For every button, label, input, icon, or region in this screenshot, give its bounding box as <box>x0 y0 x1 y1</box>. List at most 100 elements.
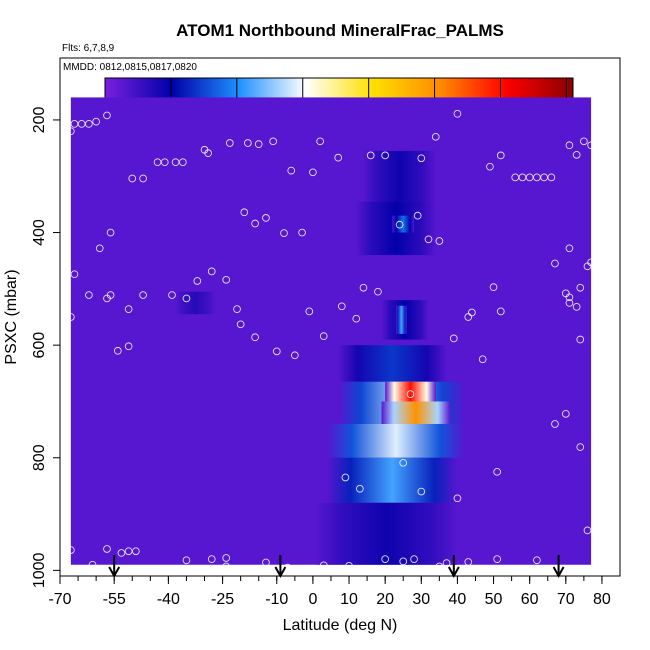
sample-point <box>280 229 288 237</box>
sample-point <box>468 308 476 317</box>
x-axis: -70 -55 -40 -25 -10 0 10 20 30 40 50 60 70 80 <box>48 576 611 608</box>
x-tick-label: 70 <box>557 591 575 608</box>
y-tick-label: 200 <box>31 106 48 133</box>
field-cell <box>338 345 447 382</box>
sample-point <box>139 174 147 183</box>
x-tick-label: 0 <box>308 591 317 608</box>
sample-point <box>182 294 191 303</box>
sample-point <box>244 139 252 147</box>
sample-point <box>106 291 115 299</box>
sample-point <box>106 228 115 237</box>
x-tick-label: 30 <box>412 591 430 608</box>
sample-point <box>70 270 79 279</box>
x-tick-label: 20 <box>376 591 394 608</box>
sample-point <box>551 259 559 268</box>
y-axis-label: PSXC (mbar) <box>3 269 20 364</box>
sample-point <box>572 303 581 311</box>
sample-point <box>233 305 241 313</box>
sample-point <box>406 390 415 398</box>
sample-point <box>290 351 299 360</box>
sample-point <box>576 443 585 451</box>
sample-point <box>374 287 382 296</box>
y-axis: 200 400 600 800 1000 <box>31 106 60 588</box>
sample-point <box>236 320 245 329</box>
sample-point <box>113 346 122 355</box>
sample-point <box>66 546 75 554</box>
sample-point <box>103 545 111 553</box>
heatmap-field <box>70 97 592 565</box>
sample-point <box>319 332 328 340</box>
sample-point <box>561 409 570 418</box>
sample-point <box>594 513 603 522</box>
sample-point <box>489 283 498 292</box>
flights-label: Flts: 6,7,8,9 <box>62 43 115 54</box>
sample-point <box>565 299 574 307</box>
sample-point <box>128 174 137 183</box>
sample-point <box>319 561 328 570</box>
sample-point <box>551 420 559 428</box>
sample-point <box>453 109 462 118</box>
sample-point <box>587 258 595 267</box>
sample-point <box>486 162 494 171</box>
sample-point <box>493 467 502 476</box>
sample-point <box>417 154 426 163</box>
sample-point <box>103 111 111 120</box>
dates-label: MMDD: 0812,0815,0817,0820 <box>63 62 197 73</box>
x-tick-label: 10 <box>340 591 358 608</box>
x-tick-label: 80 <box>593 591 611 608</box>
sample-point <box>66 313 75 321</box>
sample-point <box>316 137 324 146</box>
sample-point <box>453 494 462 503</box>
x-tick-label: 50 <box>485 591 503 608</box>
sample-point <box>399 458 408 467</box>
field-cell <box>363 150 436 202</box>
y-tick-label: 800 <box>31 444 48 471</box>
sample-point <box>449 334 458 343</box>
sample-point <box>92 117 100 126</box>
sample-point <box>496 151 505 160</box>
field-cell <box>396 305 407 334</box>
sample-point <box>309 168 317 177</box>
sample-point <box>395 220 404 229</box>
marker-arrow-head <box>274 566 287 579</box>
sample-point <box>95 244 104 253</box>
sample-point <box>399 557 408 566</box>
x-tick-label: 60 <box>521 591 539 608</box>
sample-point <box>352 314 361 323</box>
x-tick-label: -10 <box>265 591 288 608</box>
sample-point <box>435 237 444 245</box>
sample-point <box>204 149 212 158</box>
sample-point <box>334 153 343 162</box>
field-cell <box>316 502 458 565</box>
sample-point <box>222 275 231 284</box>
chart-title: ATOM1 Northbound MineralFrac_PALMS <box>176 21 504 40</box>
sample-point <box>182 556 191 565</box>
sample-point <box>381 555 390 563</box>
sample-point <box>417 487 426 496</box>
field-cell <box>385 381 436 405</box>
sample-point <box>251 333 259 342</box>
sample-point <box>356 484 364 493</box>
y-tick-label: 600 <box>31 332 48 359</box>
sample-point <box>240 208 249 217</box>
sample-point <box>305 307 314 316</box>
sample-point <box>272 347 281 356</box>
sample-point <box>117 549 126 557</box>
sample-point <box>287 166 296 175</box>
sample-point <box>464 558 473 566</box>
sample-point <box>496 307 505 316</box>
sample-points <box>66 109 603 572</box>
sample-point <box>124 305 133 313</box>
sample-point <box>431 132 440 141</box>
sample-point <box>337 302 346 311</box>
sample-point <box>424 235 433 244</box>
sample-point <box>139 291 147 299</box>
sample-point <box>493 555 502 563</box>
x-tick-label: -70 <box>48 591 71 608</box>
sample-point <box>583 526 592 535</box>
sample-point <box>565 141 574 150</box>
sample-point <box>254 140 263 148</box>
sample-point <box>178 158 187 167</box>
sample-point <box>225 139 234 147</box>
